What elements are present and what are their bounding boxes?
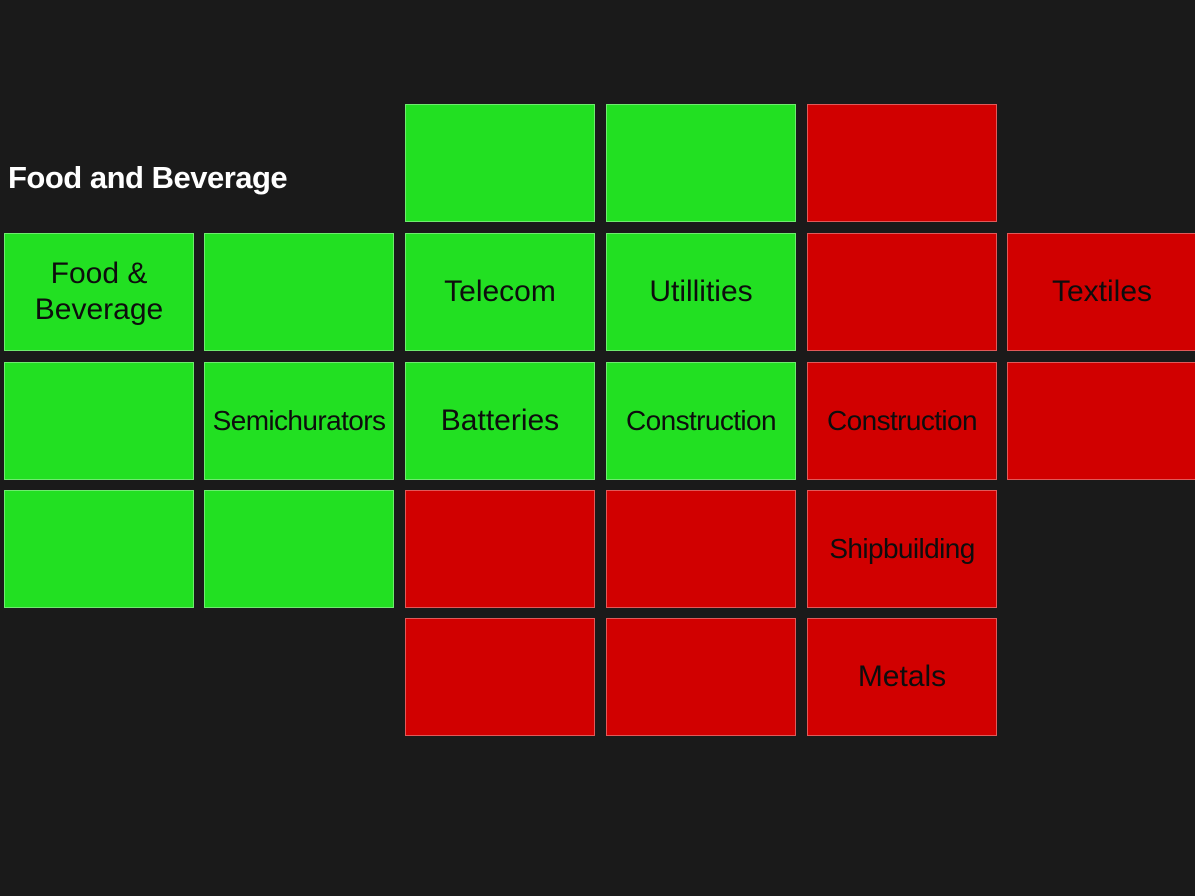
sector-tile-metals-r4c4[interactable]: Metals [807, 618, 997, 736]
sector-tile-telecom-r1c2[interactable]: Telecom [405, 233, 595, 351]
sector-tile-unlabeled-r4c2[interactable] [405, 618, 595, 736]
sector-tile-batteries-r2c2[interactable]: Batteries [405, 362, 595, 480]
sector-tile-unlabeled-r2c5[interactable] [1007, 362, 1195, 480]
sector-tile-unlabeled-r3c3[interactable] [606, 490, 796, 608]
sector-tile-unlabeled-r1c4[interactable] [807, 233, 997, 351]
page-title: Food and Beverage [8, 160, 288, 195]
sector-tile-unlabeled-r2c0[interactable] [4, 362, 194, 480]
sector-tile-unlabeled-r0c2[interactable] [405, 104, 595, 222]
sector-tile-utillities-r1c3[interactable]: Utillities [606, 233, 796, 351]
sector-tile-construction-r2c3[interactable]: Construction [606, 362, 796, 480]
sector-tile-textiles-r1c5[interactable]: Textiles [1007, 233, 1195, 351]
sector-tile-construction-r2c4[interactable]: Construction [807, 362, 997, 480]
sector-tile-unlabeled-r0c3[interactable] [606, 104, 796, 222]
sector-tile-shipbuilding-r3c4[interactable]: Shipbuilding [807, 490, 997, 608]
sector-tile-unlabeled-r1c1[interactable] [204, 233, 394, 351]
sector-tile-semichurators-r2c1[interactable]: Semichurators [204, 362, 394, 480]
sector-tile-unlabeled-r3c2[interactable] [405, 490, 595, 608]
sector-tile-unlabeled-r4c3[interactable] [606, 618, 796, 736]
sector-tile-food-beverage-r1c0[interactable]: Food & Beverage [4, 233, 194, 351]
sector-tile-unlabeled-r0c4[interactable] [807, 104, 997, 222]
sector-tile-unlabeled-r3c0[interactable] [4, 490, 194, 608]
sector-tile-unlabeled-r3c1[interactable] [204, 490, 394, 608]
